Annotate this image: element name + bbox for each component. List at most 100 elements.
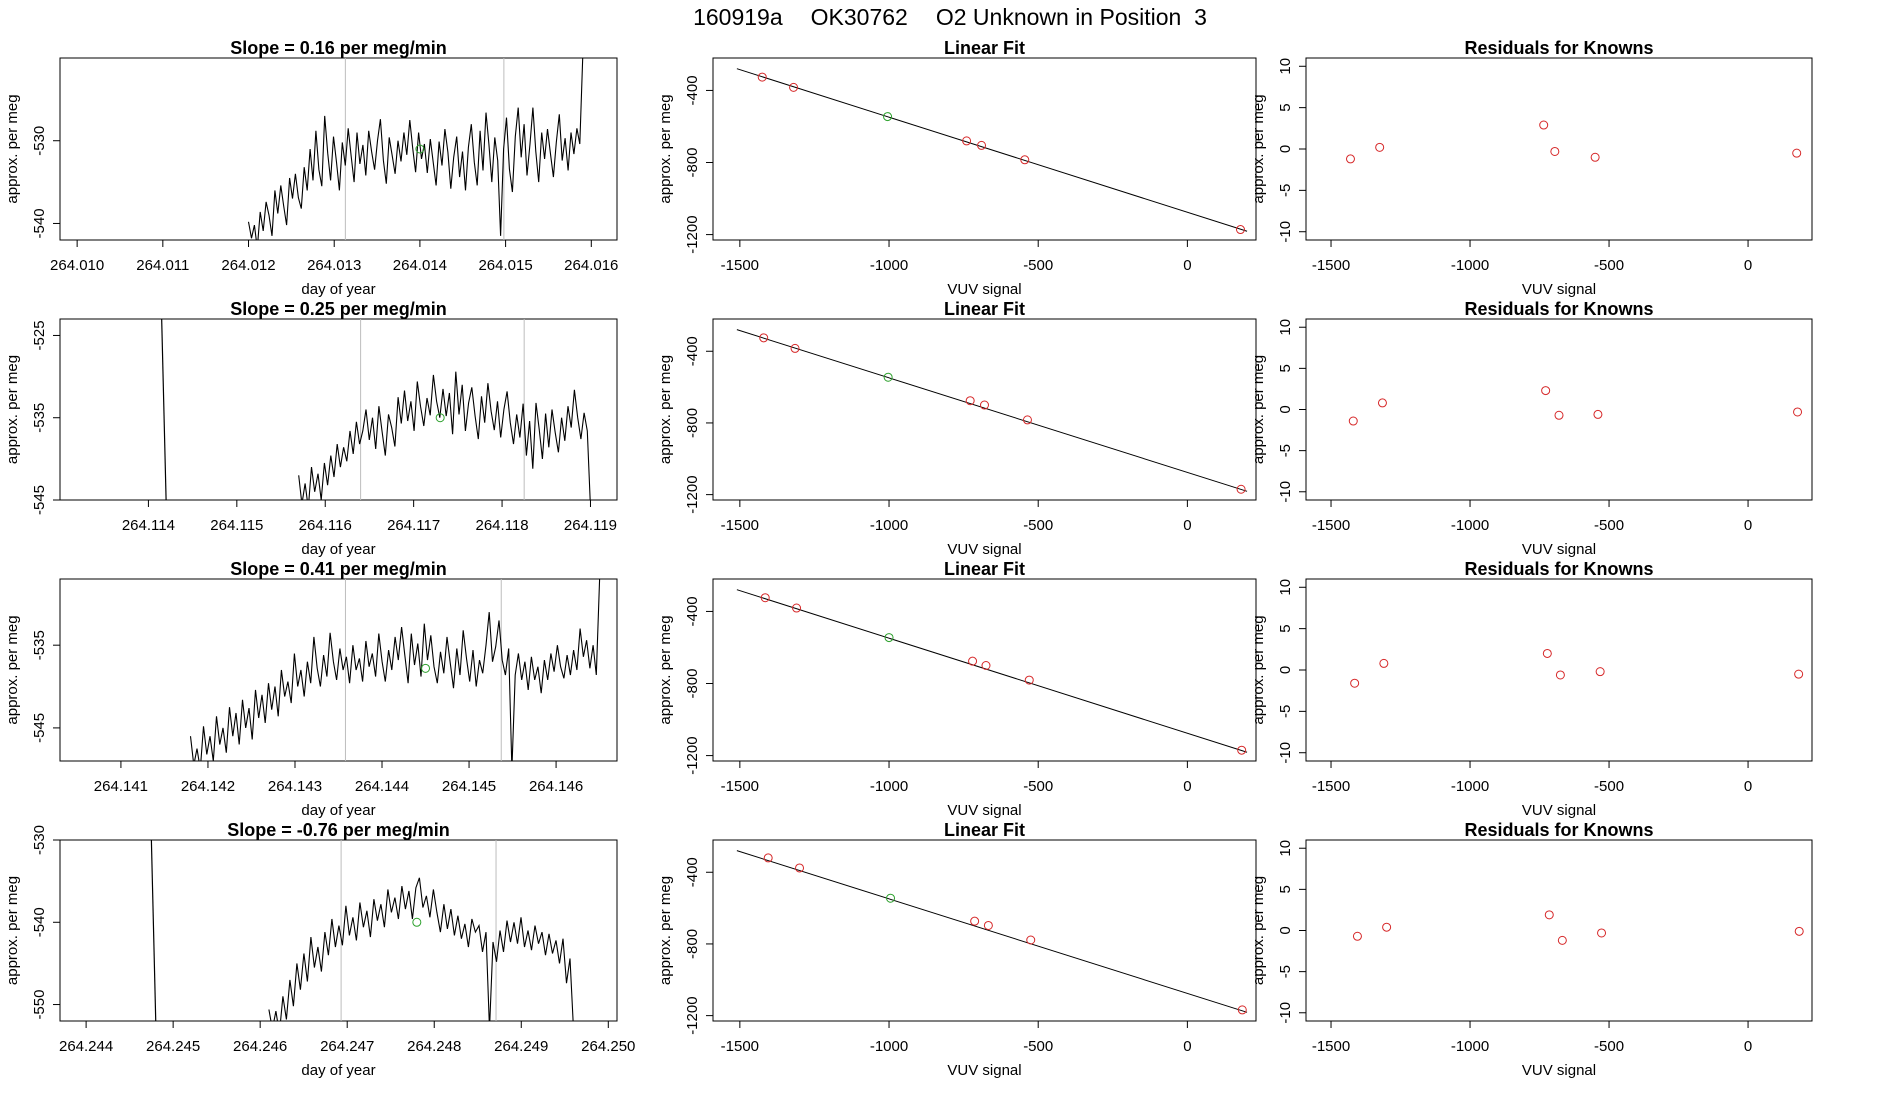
y-tick-label-10-3: 5	[1277, 624, 1294, 632]
y-tick-label-11-4: 10	[1277, 840, 1294, 857]
residual-point-10-2	[1542, 648, 1552, 658]
plot-frame-9	[1305, 318, 1813, 501]
known-point-6-2	[968, 656, 978, 666]
x-tick-label-0-4: 264.014	[393, 257, 447, 274]
plot-frame-6	[712, 578, 1257, 762]
plot-frame-3	[59, 839, 618, 1022]
y-tick-label-11-3: 5	[1277, 885, 1294, 893]
y-tick-label-3-2: -530	[31, 825, 48, 855]
plot-title-8: Residuals for Knowns	[1464, 38, 1653, 58]
x-tick-label-8-1: -1000	[1451, 257, 1489, 274]
x-tick-label-9-1: -1000	[1451, 517, 1489, 534]
y-axis-label-4: approx. per meg	[657, 94, 674, 203]
y-tick-label-4-1: -800	[684, 147, 701, 177]
position-label: O2 Unknown in Position 3	[935, 4, 1207, 30]
y-axis-label-11: approx. per meg	[1250, 876, 1267, 985]
x-axis-label-7: VUV signal	[947, 1062, 1021, 1079]
known-point-4-1	[789, 82, 799, 92]
x-tick-label-10-3: 0	[1744, 778, 1752, 795]
known-point-6-0	[760, 593, 770, 603]
y-tick-label-9-4: 10	[1277, 319, 1294, 336]
known-point-5-4	[1022, 415, 1032, 425]
y-tick-label-9-0: -10	[1277, 481, 1294, 503]
y-tick-label-9-2: 0	[1277, 405, 1294, 413]
x-tick-label-0-1: 264.011	[136, 257, 189, 274]
unknown-point-7	[886, 893, 896, 903]
x-tick-label-0-5: 264.015	[478, 257, 532, 274]
x-tick-label-10-1: -1000	[1451, 778, 1489, 795]
y-tick-label-8-4: 10	[1277, 58, 1294, 75]
known-point-5-5	[1236, 484, 1246, 494]
x-tick-label-11-2: -500	[1594, 1038, 1624, 1055]
plot-title-6: Linear Fit	[944, 559, 1025, 579]
y-tick-label-9-3: 5	[1277, 364, 1294, 372]
y-tick-label-11-2: 0	[1277, 926, 1294, 934]
plot-frame-1	[59, 318, 618, 501]
fit-line-5	[736, 329, 1248, 492]
x-tick-label-2-4: 264.145	[442, 778, 496, 795]
y-tick-label-10-2: 0	[1277, 666, 1294, 674]
x-tick-label-9-3: 0	[1744, 517, 1752, 534]
x-tick-label-8-0: -1500	[1312, 257, 1350, 274]
data-trace-2	[189, 579, 601, 761]
x-tick-label-3-6: 264.250	[581, 1038, 635, 1055]
y-tick-label-9-1: -5	[1277, 444, 1294, 457]
x-tick-label-3-2: 264.246	[233, 1038, 287, 1055]
plot-title-0: Slope = 0.16 per meg/min	[230, 38, 447, 58]
x-tick-label-2-2: 264.143	[268, 778, 322, 795]
x-tick-label-0-2: 264.012	[221, 257, 275, 274]
x-tick-label-9-0: -1500	[1312, 517, 1350, 534]
known-point-7-3	[983, 920, 993, 930]
plot-frame-11	[1305, 839, 1813, 1022]
x-tick-label-2-5: 264.146	[529, 778, 583, 795]
x-tick-label-6-0: -1500	[721, 778, 759, 795]
fit-line-6	[736, 589, 1248, 753]
y-tick-label-6-0: -1200	[684, 736, 701, 774]
x-tick-label-1-2: 264.116	[299, 517, 352, 534]
x-tick-label-6-2: -500	[1023, 778, 1053, 795]
known-point-6-3	[981, 660, 991, 670]
known-point-7-2	[970, 916, 980, 926]
x-tick-label-5-0: -1500	[721, 517, 759, 534]
y-tick-label-8-1: -5	[1277, 184, 1294, 197]
y-axis-label-0: approx. per meg	[4, 94, 21, 203]
x-axis-label-0: day of year	[301, 281, 375, 298]
x-tick-label-7-2: -500	[1023, 1038, 1053, 1055]
y-tick-label-7-2: -400	[684, 857, 701, 887]
y-tick-label-1-1: -535	[31, 403, 48, 433]
x-tick-label-7-0: -1500	[721, 1038, 759, 1055]
residual-point-11-4	[1597, 928, 1607, 938]
residual-point-10-5	[1794, 669, 1804, 679]
x-tick-label-0-6: 264.016	[564, 257, 618, 274]
known-point-7-0	[763, 853, 773, 863]
x-tick-label-0-3: 264.013	[307, 257, 361, 274]
known-point-6-5	[1237, 745, 1247, 755]
tank-id-label: OK30762	[810, 4, 908, 30]
residual-point-8-3	[1550, 146, 1560, 156]
y-tick-label-5-1: -800	[684, 408, 701, 438]
x-tick-label-2-3: 264.144	[355, 778, 409, 795]
y-tick-label-6-2: -400	[684, 596, 701, 626]
known-point-4-2	[962, 136, 972, 146]
residual-point-11-3	[1557, 935, 1567, 945]
y-tick-label-7-0: -1200	[684, 996, 701, 1034]
residual-point-10-4	[1595, 667, 1605, 677]
x-tick-label-7-3: 0	[1183, 1038, 1191, 1055]
x-tick-label-8-2: -500	[1594, 257, 1624, 274]
y-axis-label-3: approx. per meg	[4, 876, 21, 985]
x-axis-label-4: VUV signal	[947, 281, 1021, 298]
x-tick-label-7-1: -1000	[870, 1038, 908, 1055]
known-point-4-5	[1235, 225, 1245, 235]
y-tick-label-5-0: -1200	[684, 475, 701, 513]
y-axis-label-9: approx. per meg	[1250, 355, 1267, 464]
x-tick-label-6-1: -1000	[870, 778, 908, 795]
y-axis-label-8: approx. per meg	[1250, 94, 1267, 203]
unknown-point-3	[412, 917, 422, 927]
trace-spike-3	[150, 840, 157, 1021]
x-axis-label-11: VUV signal	[1522, 1062, 1596, 1079]
unknown-point-5	[883, 372, 893, 382]
x-axis-label-6: VUV signal	[947, 802, 1021, 819]
unknown-point-1	[435, 413, 445, 423]
residual-point-11-1	[1382, 922, 1392, 932]
